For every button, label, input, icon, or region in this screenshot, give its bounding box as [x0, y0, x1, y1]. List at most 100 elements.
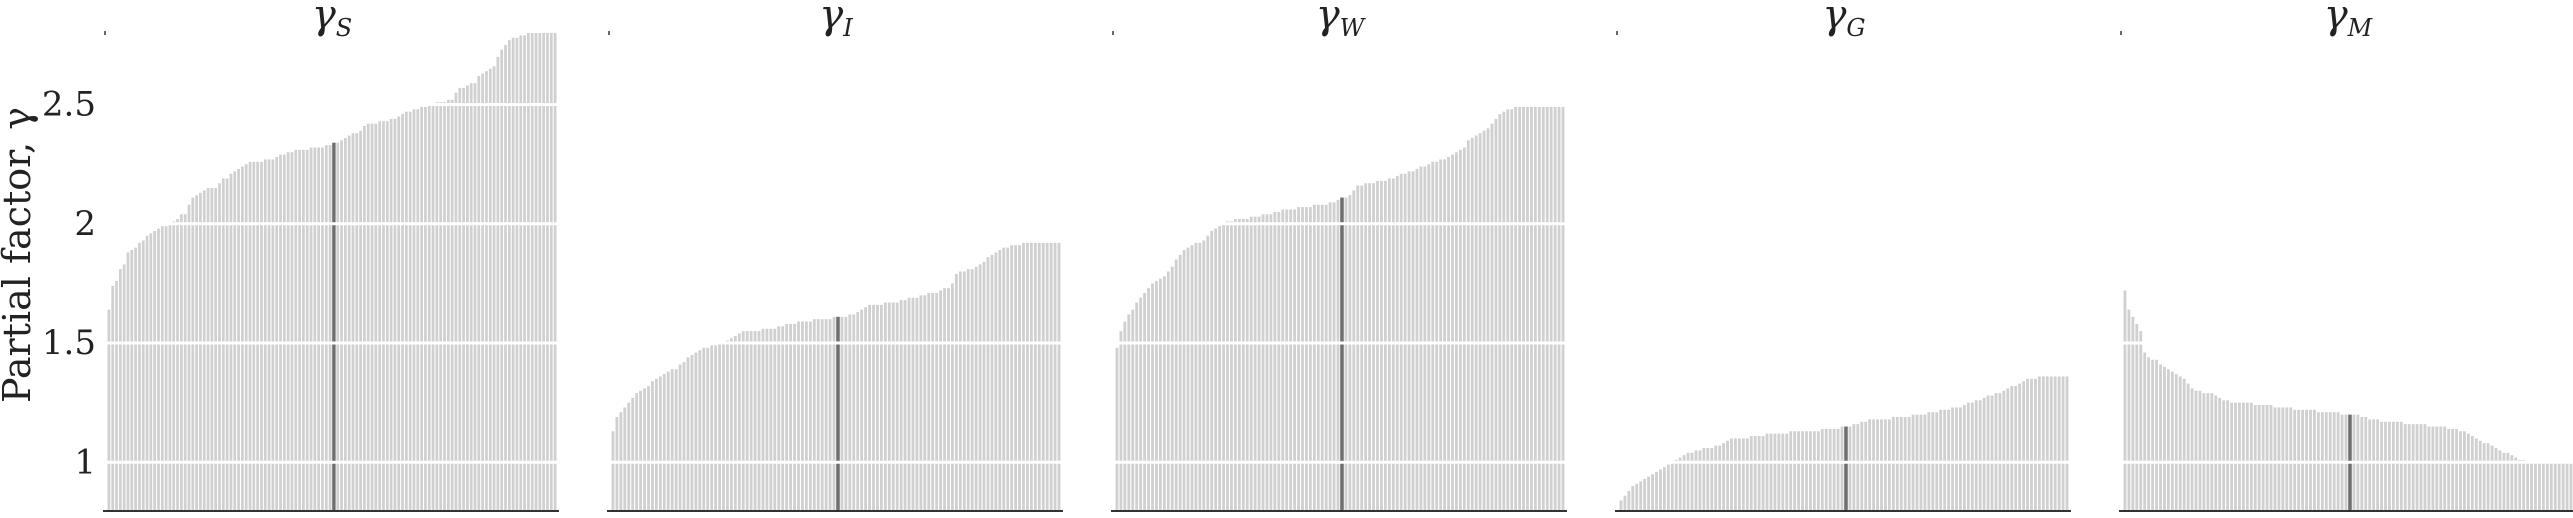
bar [1623, 495, 1627, 510]
bar [2391, 421, 2395, 510]
bar [2265, 405, 2269, 510]
bar [2045, 376, 2049, 510]
bar [753, 331, 757, 511]
bar [1328, 202, 1332, 510]
bar [1053, 242, 1057, 510]
bar [2034, 378, 2037, 510]
bar [115, 281, 118, 510]
bar [2534, 462, 2537, 510]
bar [2309, 409, 2312, 510]
bar [1281, 209, 1285, 511]
bar [195, 195, 198, 510]
bar [199, 192, 202, 511]
bars [1619, 376, 2069, 511]
bar [1033, 242, 1037, 510]
bar [1482, 130, 1486, 510]
panel-title-subscript: M [2347, 14, 2374, 42]
bar [761, 328, 765, 510]
bar [427, 104, 431, 511]
bar [370, 123, 374, 510]
bar [1639, 481, 1643, 510]
bar [1162, 276, 1166, 510]
bar [1166, 271, 1170, 510]
bar [2411, 424, 2415, 510]
bar [876, 304, 879, 510]
bar [385, 121, 389, 511]
bars [2123, 290, 2573, 511]
bar [1332, 202, 1336, 510]
bar [191, 197, 195, 510]
bar [1506, 109, 1510, 510]
bar [2030, 378, 2033, 510]
bar [1490, 123, 1494, 510]
bar [2127, 309, 2131, 510]
y-axis-label-group: Partial factor, γ [0, 107, 39, 403]
bar [2147, 357, 2151, 510]
bar [2443, 426, 2447, 510]
bar [1522, 106, 1525, 511]
bar [2238, 402, 2241, 510]
bar [233, 171, 237, 510]
bar [450, 99, 454, 510]
bar [635, 393, 639, 510]
bar [454, 92, 458, 511]
bar [2466, 433, 2470, 510]
bar [978, 264, 982, 510]
bar [1297, 207, 1300, 511]
bar [2281, 407, 2285, 510]
bar [271, 159, 275, 510]
bar [138, 242, 141, 510]
bar [1119, 331, 1123, 511]
bar [2514, 457, 2518, 510]
y-axis-ticks: 1 1.5 2 2.5 [42, 85, 96, 483]
bar [1026, 242, 1029, 510]
bar [2234, 402, 2237, 510]
bar [2518, 459, 2522, 510]
bar [317, 147, 321, 511]
bar [2423, 424, 2427, 510]
bar [1447, 157, 1450, 510]
bar [1828, 428, 1832, 510]
bar [1316, 204, 1320, 510]
bar [1230, 221, 1233, 511]
bar [2415, 424, 2419, 510]
bar [2305, 409, 2308, 510]
bar [187, 204, 191, 510]
bar [1190, 245, 1194, 510]
bar [781, 326, 785, 510]
bar [1356, 185, 1360, 510]
bar [777, 326, 781, 510]
bar [534, 33, 538, 510]
bar [210, 188, 214, 510]
bars [1115, 106, 1565, 511]
bar [2178, 376, 2182, 510]
bar [962, 271, 966, 510]
panel-title-subscript: S [336, 14, 352, 42]
y-tick-label: 1 [74, 442, 96, 482]
bar [282, 154, 286, 510]
bar [2277, 407, 2281, 510]
bar [2510, 455, 2514, 510]
bar [2463, 431, 2466, 510]
bar [1289, 209, 1293, 511]
bar [1994, 393, 1998, 510]
bar [923, 295, 927, 510]
bar [1982, 397, 1986, 510]
bar [1194, 242, 1198, 510]
bar [1376, 180, 1379, 510]
bar [546, 33, 549, 510]
bar [1127, 314, 1131, 510]
bar [397, 116, 401, 510]
bar [840, 316, 844, 510]
bar [1745, 438, 1749, 510]
bar [1702, 447, 1706, 510]
bar [2194, 390, 2198, 510]
bar [1265, 214, 1269, 510]
bar [157, 228, 160, 510]
bar [970, 269, 974, 510]
bar [651, 381, 654, 510]
bar [1962, 405, 1966, 510]
bar [895, 302, 899, 510]
bar [1427, 164, 1431, 511]
